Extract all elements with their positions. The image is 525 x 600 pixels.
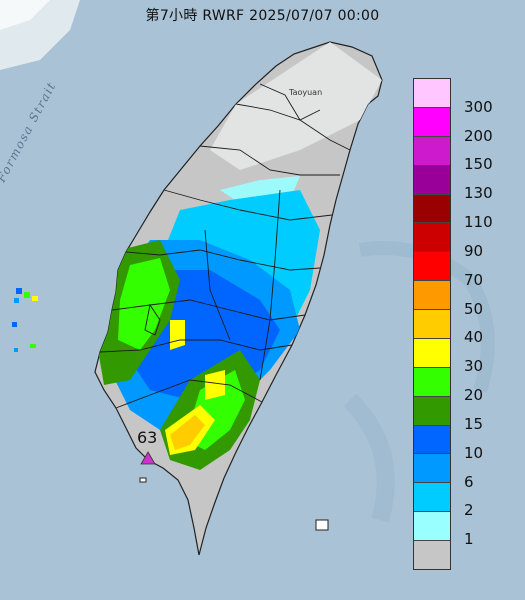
legend-label: 1 [464, 530, 474, 549]
legend-label: 40 [464, 328, 484, 347]
legend-swatch [414, 310, 450, 339]
legend-label: 30 [464, 357, 484, 376]
legend-label: 110 [464, 213, 493, 232]
legend-label: 2 [464, 501, 474, 520]
legend-swatch [414, 79, 450, 108]
legend-swatch [414, 483, 450, 513]
legend-label: 70 [464, 270, 484, 289]
legend-swatch [414, 165, 450, 195]
legend-label: 20 [464, 386, 484, 405]
legend-label: 50 [464, 299, 484, 318]
legend-swatch [414, 541, 450, 569]
legend-swatch [414, 252, 450, 282]
legend-swatch [414, 396, 450, 426]
city-label: Taoyuan [289, 88, 323, 97]
legend-swatch [414, 281, 450, 310]
legend-label: 90 [464, 241, 484, 260]
legend-label: 200 [464, 126, 493, 145]
legend-swatch [414, 194, 450, 224]
legend-swatch [414, 512, 450, 541]
legend-label: 15 [464, 414, 484, 433]
legend-swatch [414, 338, 450, 368]
station-value: 63 [137, 428, 158, 447]
legend-label: 130 [464, 184, 493, 203]
legend-swatch [414, 454, 450, 484]
legend-label: 6 [464, 472, 474, 491]
legend-label: 10 [464, 443, 484, 462]
map-title: 第7小時 RWRF 2025/07/07 00:00 [145, 8, 380, 24]
legend-swatch [414, 107, 450, 137]
legend-swatch [414, 223, 450, 253]
station-triangle-icon [140, 451, 156, 465]
legend-swatch [414, 367, 450, 397]
legend-label: 300 [464, 97, 493, 116]
legend-label: 150 [464, 155, 493, 174]
legend-swatch [414, 136, 450, 166]
color-legend [413, 78, 451, 570]
legend-swatch [414, 425, 450, 455]
